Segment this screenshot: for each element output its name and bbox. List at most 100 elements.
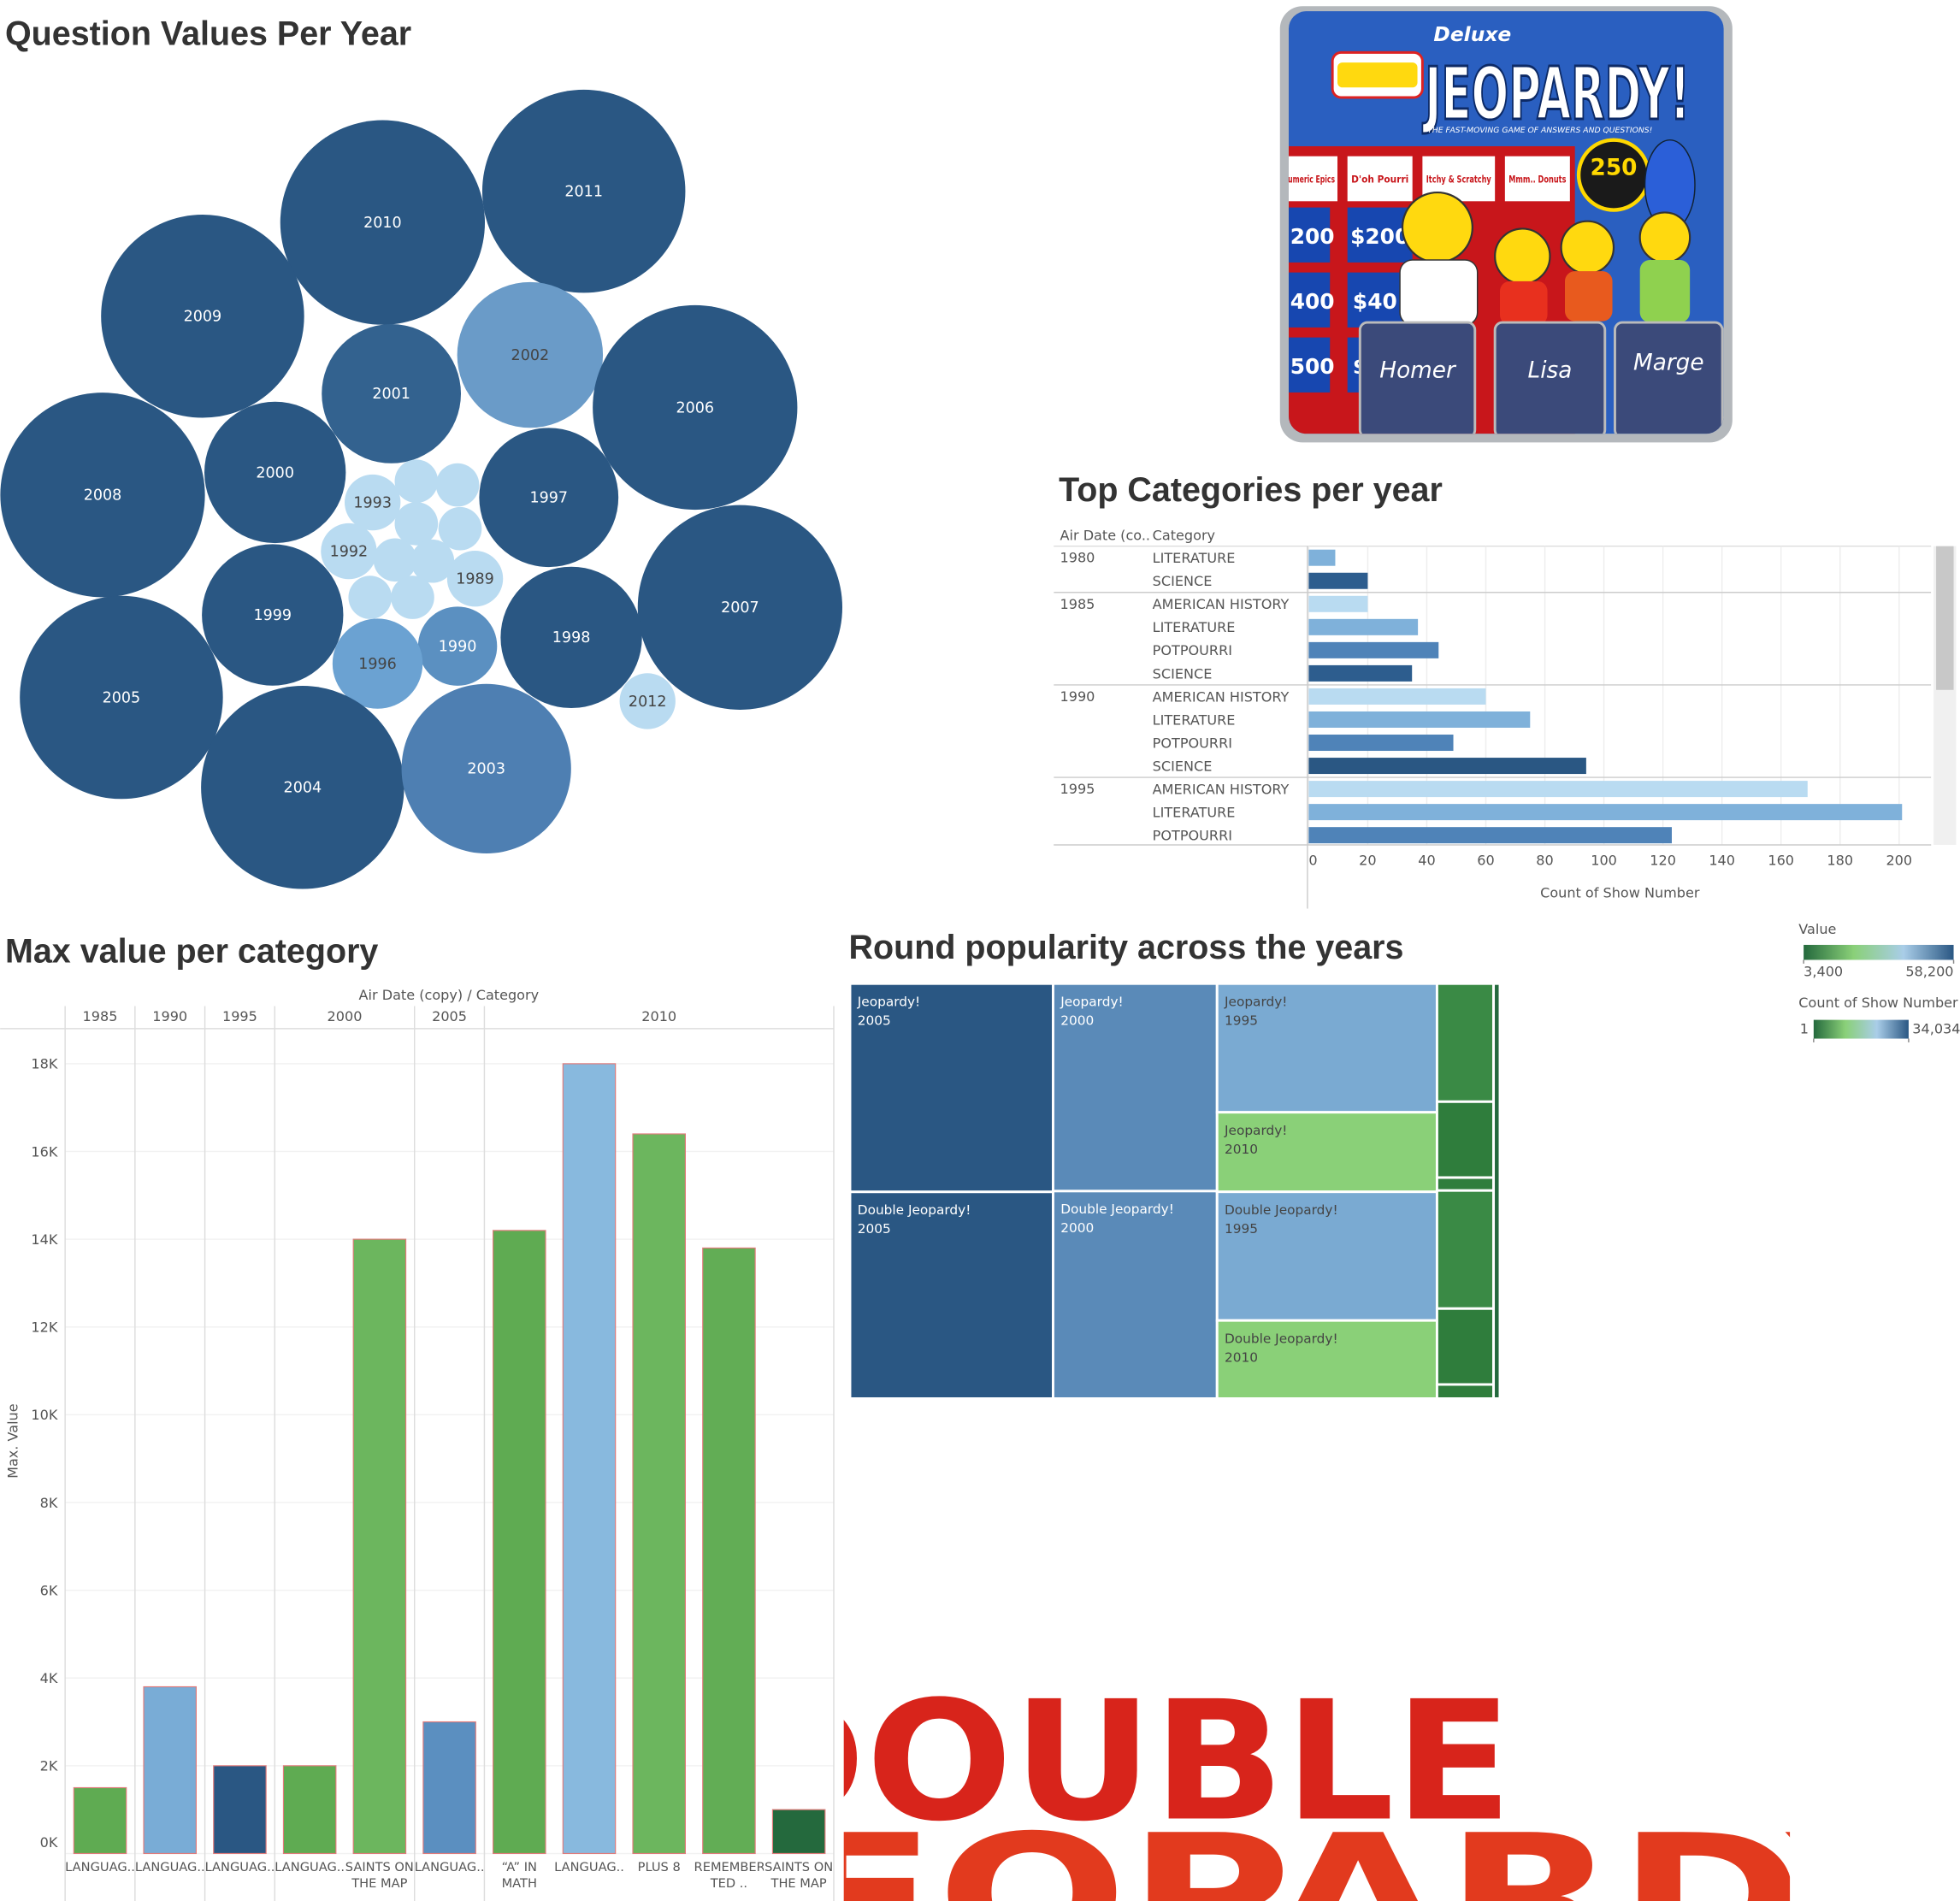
- row-category: SCIENCE: [1153, 573, 1213, 589]
- bubble-label: 2000: [256, 464, 294, 481]
- y-tick-label: 4K: [40, 1670, 58, 1686]
- legend-title: Count of Show Number: [1798, 995, 1958, 1011]
- x-label-box: LANGUAG..: [275, 1861, 345, 1874]
- bubble: [394, 502, 439, 546]
- box-tagline: THE FAST-MOVING GAME OF ANSWERS AND QUES…: [1427, 127, 1652, 135]
- x-label-box: LANGUAG..: [415, 1861, 485, 1874]
- bubble: [410, 539, 455, 583]
- y-tick-label: 10K: [31, 1407, 57, 1423]
- y-tick-label: 16K: [31, 1143, 57, 1160]
- bubble-label: 2005: [103, 689, 141, 706]
- treemap-cell: [1435, 1100, 1496, 1179]
- group-year: 1995: [222, 1008, 257, 1024]
- chart-title: Max value per category: [5, 932, 378, 970]
- x-tick-label: 140: [1709, 852, 1735, 868]
- bubble: [394, 459, 439, 504]
- y-tick-label: 6K: [40, 1582, 58, 1598]
- bar: [1308, 641, 1439, 658]
- x-label-box: SAINTS ON THE MAP: [345, 1861, 414, 1891]
- bubble: [201, 686, 404, 889]
- bubble: [202, 544, 344, 686]
- treemap-cell: [848, 1190, 1054, 1400]
- x-tick-label: 160: [1768, 852, 1794, 868]
- scrollbar-thumb[interactable]: [1936, 546, 1954, 690]
- box-price: $400: [1275, 289, 1334, 314]
- cell-round: Jeopardy!: [857, 995, 920, 1010]
- bar: [1308, 827, 1672, 844]
- header: Air Date (copy) / Category: [359, 987, 540, 1003]
- row-year: 1980: [1060, 550, 1095, 566]
- bubble: [446, 551, 504, 607]
- bar: [1308, 711, 1531, 728]
- bubble-label: 1997: [529, 490, 568, 507]
- bubble-label: 2001: [372, 386, 410, 403]
- row-category: AMERICAN HISTORY: [1153, 596, 1290, 612]
- cell-year: 2005: [858, 1012, 891, 1028]
- bar: [73, 1786, 127, 1855]
- row-category: LITERATURE: [1153, 711, 1236, 728]
- legend-label: 1: [1800, 1021, 1809, 1037]
- x-tick-label: LANGUAG..: [65, 1861, 135, 1875]
- row-year: 1995: [1060, 781, 1095, 797]
- legend-title: Value: [1798, 921, 1836, 937]
- bubble: [481, 89, 686, 293]
- x-tick-label: 200: [1886, 852, 1912, 868]
- bubble: [457, 281, 604, 428]
- x-tick-label: 100: [1591, 852, 1617, 868]
- bubble: [322, 324, 461, 463]
- bubble: [417, 606, 498, 686]
- treemap-cell: [1435, 1176, 1496, 1192]
- bar: [282, 1765, 337, 1855]
- treemap-cell: [1435, 982, 1496, 1103]
- logo-text: JEOPARDY: [688, 1800, 1953, 1901]
- box-price: $40: [1353, 289, 1397, 314]
- x-tick-label: 0: [1308, 852, 1317, 868]
- box-title: JEOPARDY!: [1422, 51, 1690, 136]
- treemap-cell: [1215, 1190, 1438, 1322]
- x-tick-label: LANGUAG..: [204, 1861, 275, 1875]
- row-year: 1990: [1060, 688, 1095, 705]
- group-year: 1990: [152, 1008, 187, 1024]
- legend-bar: [1813, 1019, 1909, 1039]
- bubble: [20, 595, 223, 800]
- chart-title: Question Values Per Year: [5, 15, 411, 53]
- chart-title: Round popularity across the years: [849, 929, 1404, 966]
- y-axis-title: Max. Value: [5, 1403, 21, 1479]
- x-label-box: LANGUAG..: [554, 1861, 624, 1874]
- bubble: [619, 673, 676, 729]
- bubble: [0, 393, 205, 598]
- bubble-label: 1992: [330, 543, 369, 560]
- y-tick-label: 8K: [40, 1495, 58, 1511]
- y-tick-label: 12K: [31, 1319, 57, 1336]
- cell-round: Jeopardy!: [1224, 1123, 1287, 1138]
- x-tick-label: 20: [1359, 852, 1376, 868]
- treemap-cell: [1492, 982, 1502, 1400]
- y-tick-label: 0K: [40, 1834, 58, 1851]
- bubble: [204, 401, 346, 544]
- box-player: Lisa: [1528, 357, 1573, 383]
- bubble: [345, 474, 401, 531]
- bubble-label: 1999: [253, 607, 292, 624]
- box-brand: Deluxe: [1433, 22, 1511, 46]
- x-tick-label: PLUS 8: [637, 1861, 681, 1875]
- bubble: [593, 304, 798, 511]
- treemap-cell: [1435, 1307, 1496, 1386]
- box-player: Marge: [1633, 351, 1704, 376]
- logo-image: DOUBLE JEOPARDY: [688, 1693, 1953, 1901]
- box-card: Itchy & Scratchy: [1426, 173, 1491, 185]
- legend-bar: [1804, 944, 1954, 960]
- group-year: 2010: [641, 1008, 676, 1024]
- bubble-label: 1990: [439, 638, 477, 655]
- bubble-label: 2003: [467, 761, 505, 778]
- bubble: [500, 566, 642, 709]
- bubble-label: 1996: [358, 656, 397, 673]
- row-category: LITERATURE: [1153, 804, 1236, 820]
- bubble: [637, 505, 843, 710]
- x-tick-label: 40: [1418, 852, 1435, 868]
- bar: [1308, 804, 1903, 821]
- bubble: [435, 463, 480, 507]
- treemap-cell: [1215, 1319, 1438, 1400]
- row-category: POTPOURRI: [1153, 828, 1232, 844]
- chart-title: Top Categories per year: [1059, 471, 1443, 509]
